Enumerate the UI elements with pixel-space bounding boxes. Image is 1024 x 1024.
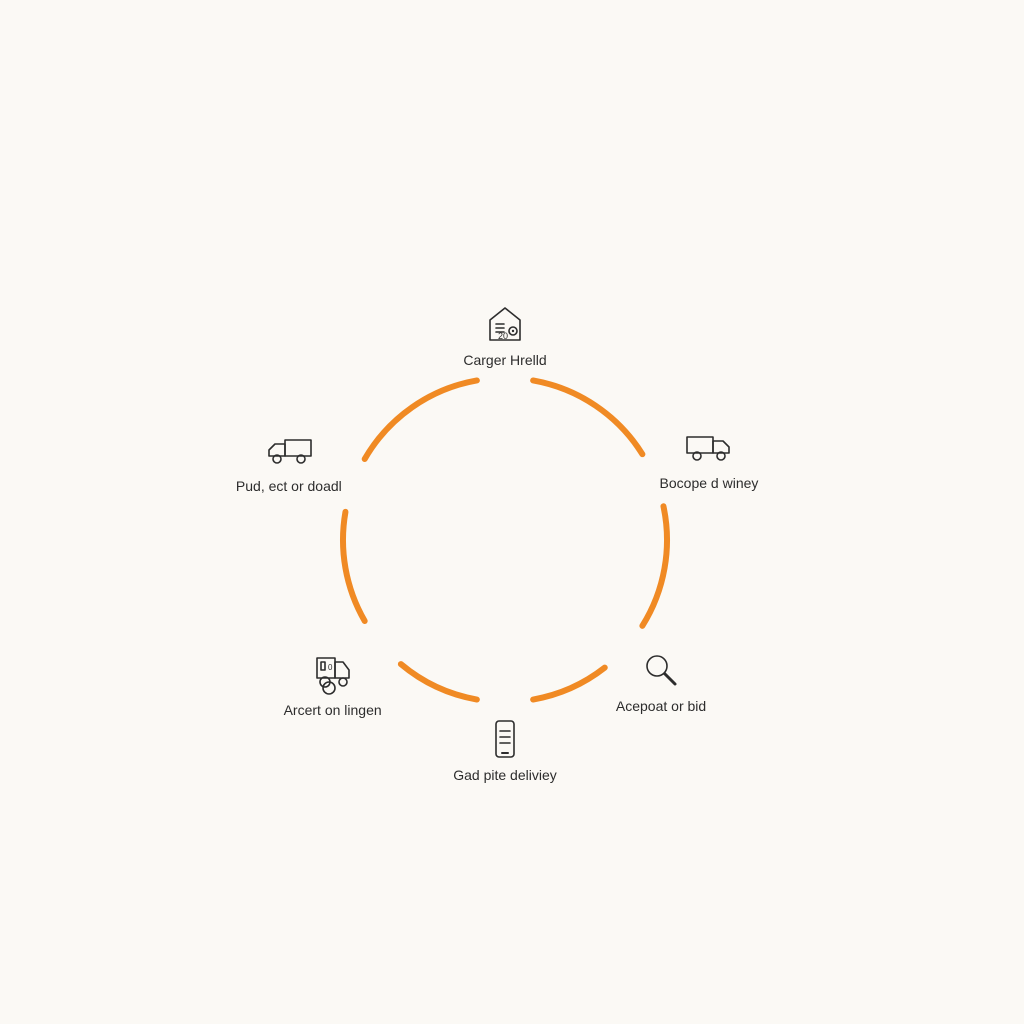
process-node-label: Acepoat or bid <box>616 698 706 714</box>
process-node-label: Pud, ect or doadl <box>236 478 342 494</box>
process-node-4: 0 Arcert on lingen <box>263 652 403 718</box>
svg-text:20: 20 <box>498 331 508 341</box>
process-node-label: Carger Hrelld <box>463 352 546 368</box>
process-node-3: Gad pite deliviey <box>435 717 575 783</box>
phone-list-icon <box>478 717 532 761</box>
package-house-icon: 20 <box>478 302 532 346</box>
process-node-label: Arcert on lingen <box>284 702 382 718</box>
process-node-label: Bocope d winey <box>660 475 759 491</box>
svg-text:0: 0 <box>328 663 333 672</box>
truck-right-icon <box>682 425 736 469</box>
process-node-1: Bocope d winey <box>639 425 779 491</box>
process-node-2: Acepoat or bid <box>591 648 731 714</box>
process-ring <box>0 0 1024 1024</box>
diagram-canvas: 20 Carger Hrelld Bocope d winey Acepoat … <box>0 0 1024 1024</box>
magnifier-icon <box>634 648 688 692</box>
process-node-label: Gad pite deliviey <box>453 767 557 783</box>
truck-wheel-icon: 0 <box>306 652 360 696</box>
truck-left-icon <box>262 428 316 472</box>
process-node-0: 20 Carger Hrelld <box>435 302 575 368</box>
process-node-5: Pud, ect or doadl <box>219 428 359 494</box>
